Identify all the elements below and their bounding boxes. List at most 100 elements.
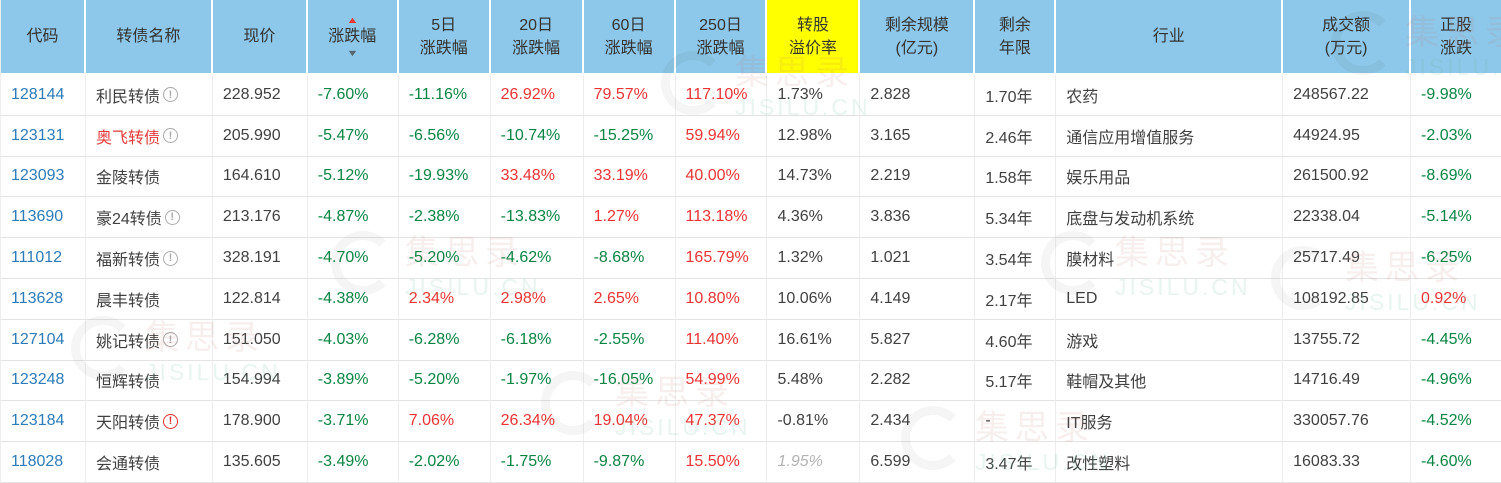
bond-code-link[interactable]: 123248 bbox=[11, 371, 65, 389]
cell-name: 恒辉转债 bbox=[85, 360, 213, 402]
bond-name-link[interactable]: 奥飞转债 bbox=[95, 129, 160, 147]
cell-years: 1.70年 bbox=[975, 75, 1057, 116]
header-label-line: 行业 bbox=[1152, 28, 1185, 45]
cell-industry: 农药 bbox=[1056, 75, 1284, 116]
bond-code-link[interactable]: 123184 bbox=[11, 412, 65, 430]
chg250-value: 47.37% bbox=[685, 412, 740, 430]
chg250-value: 10.80% bbox=[685, 289, 740, 307]
bond-code-link[interactable]: 128144 bbox=[11, 85, 65, 103]
stock_chg-value: -9.98% bbox=[1421, 85, 1472, 103]
header-chg5[interactable]: 5日 涨跌幅 bbox=[398, 0, 491, 75]
years-value: 2.46年 bbox=[985, 129, 1033, 147]
header-code[interactable]: 代码 bbox=[1, 0, 86, 75]
cell-name: 会通转债 bbox=[85, 442, 213, 483]
premium-value: 1.73% bbox=[777, 85, 823, 103]
header-size[interactable]: 剩余规模 (亿元) bbox=[860, 0, 976, 75]
cell-chg20: -1.97% bbox=[490, 360, 584, 402]
header-turnover[interactable]: 成交额 (万元) bbox=[1283, 0, 1412, 75]
cell-name: 金陵转债 bbox=[85, 156, 213, 198]
header-stock_chg[interactable]: 正股 涨跌 bbox=[1411, 0, 1501, 75]
cell-size: 2.434 bbox=[860, 401, 976, 443]
header-price[interactable]: 现价 bbox=[212, 0, 308, 75]
info-icon[interactable] bbox=[164, 209, 180, 225]
bond-code-link[interactable]: 127104 bbox=[11, 330, 65, 348]
bond-code-link[interactable]: 118028 bbox=[11, 453, 64, 471]
bond-name-link[interactable]: 金陵转债 bbox=[95, 170, 160, 188]
cell-price: 164.610 bbox=[212, 156, 308, 198]
cell-price: 178.900 bbox=[212, 401, 308, 443]
chg-value: -4.87% bbox=[317, 208, 369, 226]
bond-name-link[interactable]: 恒辉转债 bbox=[95, 374, 160, 392]
cell-chg60: 19.04% bbox=[583, 401, 676, 443]
chg60-value: 33.19% bbox=[593, 167, 648, 185]
sort-desc-icon[interactable]: ▼ bbox=[346, 48, 359, 58]
info-icon[interactable] bbox=[162, 332, 178, 348]
bond-name-link[interactable]: 豪24转债 bbox=[95, 211, 162, 229]
chg60-value: -15.25% bbox=[593, 126, 654, 144]
header-chg20[interactable]: 20日 涨跌幅 bbox=[490, 0, 584, 75]
bond-code-link[interactable]: 123093 bbox=[11, 167, 65, 185]
header-label-line: 涨跌幅 bbox=[604, 39, 653, 57]
stock_chg-value: 0.92% bbox=[1421, 289, 1467, 307]
price-value: 178.900 bbox=[222, 412, 281, 430]
cell-price: 328.191 bbox=[212, 238, 308, 279]
table-row: 123184 天阳转债 178.900 -3.71% 7.06% 26.34% 19.04%… bbox=[1, 401, 1501, 443]
chg5-value: -6.56% bbox=[408, 126, 460, 144]
cell-price: 122.814 bbox=[212, 278, 308, 320]
cell-industry: IT服务 bbox=[1056, 401, 1284, 443]
chg20-value: -10.74% bbox=[500, 126, 561, 144]
header-industry[interactable]: 行业 bbox=[1056, 0, 1284, 75]
header-label-line: 20日 bbox=[519, 16, 554, 34]
bond-code-link[interactable]: 123131 bbox=[11, 126, 65, 144]
cell-chg250: 54.99% bbox=[675, 360, 768, 402]
bond-name-link[interactable]: 利民转债 bbox=[95, 88, 160, 106]
chg20-value: 26.92% bbox=[500, 85, 555, 103]
cell-premium: 12.98% bbox=[767, 115, 861, 157]
info-icon[interactable] bbox=[162, 413, 178, 429]
bond-name-link[interactable]: 天阳转债 bbox=[95, 415, 160, 433]
size-value: 1.021 bbox=[870, 249, 911, 267]
turnover-value: 13755.72 bbox=[1293, 330, 1360, 348]
chg250-value: 59.94% bbox=[685, 126, 740, 144]
bond-name-link[interactable]: 福新转债 bbox=[95, 252, 160, 270]
header-chg60[interactable]: 60日涨跌幅 bbox=[583, 0, 676, 75]
header-name[interactable]: 转债名称 bbox=[85, 0, 213, 75]
cell-price: 205.990 bbox=[212, 115, 308, 157]
cell-premium: -0.81% bbox=[767, 401, 861, 443]
header-chg[interactable]: ▲ 涨跌幅 ▼ bbox=[307, 0, 399, 75]
size-value: 2.219 bbox=[870, 167, 911, 185]
bond-code-link[interactable]: 111012 bbox=[11, 249, 63, 267]
header-label-line: 正股 bbox=[1440, 16, 1473, 34]
cell-code: 118028 bbox=[1, 442, 86, 483]
cell-chg60: 33.19% bbox=[583, 156, 676, 198]
header-label-line: 剩余 bbox=[998, 16, 1031, 34]
cell-chg250: 59.94% bbox=[675, 115, 768, 157]
info-icon[interactable] bbox=[162, 128, 178, 144]
cell-code: 111012 bbox=[1, 238, 86, 279]
info-icon[interactable] bbox=[162, 250, 178, 266]
header-label-line: 60日 bbox=[611, 16, 646, 34]
header-years[interactable]: 剩余 年限 bbox=[975, 0, 1057, 75]
stock_chg-value: -4.60% bbox=[1421, 453, 1472, 471]
header-label: 剩余规模 (亿元) bbox=[885, 14, 949, 60]
bond-name-link[interactable]: 会通转债 bbox=[95, 456, 160, 474]
stock_chg-value: -4.52% bbox=[1421, 412, 1472, 430]
cell-size: 3.836 bbox=[860, 197, 976, 239]
cell-chg: -3.89% bbox=[307, 360, 399, 402]
cell-code: 128144 bbox=[1, 75, 86, 116]
bond-code-link[interactable]: 113690 bbox=[11, 208, 64, 226]
header-chg250[interactable]: 250日 涨跌幅 bbox=[675, 0, 768, 75]
chg250-value: 113.18% bbox=[685, 208, 748, 226]
bond-name-link[interactable]: 晨丰转债 bbox=[95, 292, 160, 310]
price-value: 213.176 bbox=[222, 208, 281, 226]
cell-chg60: -8.68% bbox=[583, 238, 676, 279]
bond-name-link[interactable]: 姚记转债 bbox=[95, 333, 160, 351]
info-icon[interactable] bbox=[162, 87, 178, 103]
years-value: 5.34年 bbox=[985, 211, 1033, 229]
sort-asc-icon[interactable]: ▲ bbox=[346, 15, 359, 25]
header-premium[interactable]: 转股 溢价率 bbox=[767, 0, 861, 75]
header-label-line: 5日 bbox=[431, 16, 457, 34]
bond-code-link[interactable]: 113628 bbox=[11, 289, 64, 307]
chg20-value: 26.34% bbox=[500, 412, 555, 430]
size-value: 6.599 bbox=[870, 453, 911, 471]
